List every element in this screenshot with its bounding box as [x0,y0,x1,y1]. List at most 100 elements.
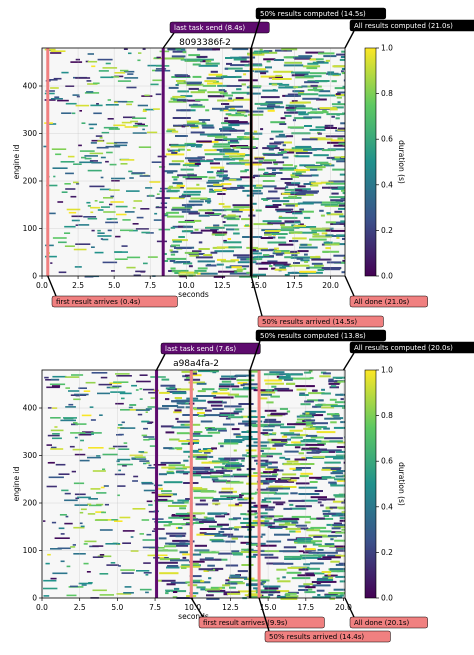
task-segment [212,479,219,481]
task-segment [313,456,328,458]
task-segment [172,392,186,394]
task-segment [278,237,286,239]
task-segment [303,583,313,585]
task-segment [171,400,191,402]
task-segment [142,129,145,131]
task-segment [219,203,225,205]
task-segment [101,512,106,514]
task-segment [301,192,318,194]
task-segment [147,422,152,424]
task-segment [192,435,213,437]
task-segment [272,169,276,171]
task-segment [279,123,286,125]
task-segment [169,464,186,466]
task-segment [157,521,172,523]
task-segment [252,52,261,54]
task-segment [277,580,290,582]
task-segment [254,256,263,258]
task-segment [161,490,172,492]
task-segment [217,264,224,266]
task-segment [224,458,245,460]
task-segment [288,126,304,128]
task-segment [99,414,103,416]
task-segment [306,166,326,168]
task-segment [223,474,230,476]
task-segment [105,504,109,506]
task-segment [208,577,211,579]
task-segment [52,522,56,524]
task-segment [112,386,121,388]
task-segment [50,52,61,54]
task-segment [84,543,88,545]
task-segment [285,115,292,117]
task-segment [263,429,274,431]
task-segment [156,207,167,209]
task-segment [233,204,253,206]
task-segment [117,464,133,466]
task-segment [340,517,345,519]
task-segment [123,592,134,594]
task-segment [291,176,299,178]
task-segment [177,90,189,92]
task-segment [303,545,307,547]
task-segment [285,95,301,97]
task-segment [284,558,301,560]
task-segment [78,145,82,147]
task-segment [83,216,96,218]
task-segment [116,375,131,377]
task-segment [313,390,317,392]
task-segment [330,399,337,401]
task-segment [61,72,68,74]
task-segment [324,418,341,420]
task-segment [181,169,194,171]
task-segment [281,440,287,442]
task-segment [75,437,78,439]
task-segment [336,114,340,116]
task-segment [90,153,104,155]
task-segment [176,535,183,537]
y-tick-label: 200 [23,499,38,508]
task-segment [293,378,311,380]
task-segment [260,128,263,130]
task-segment [172,176,179,178]
task-segment [133,125,148,127]
task-segment [205,109,209,111]
task-segment [333,255,345,257]
task-segment [237,379,255,381]
task-segment [97,140,103,142]
task-segment [309,552,319,554]
task-segment [109,204,112,206]
task-segment [183,460,188,462]
task-segment [342,68,345,70]
x-tick-label: 5.0 [108,281,120,290]
task-segment [325,244,340,246]
task-segment [264,380,282,382]
task-segment [268,594,273,596]
task-segment [301,403,311,405]
task-segment [273,71,293,73]
task-segment [206,594,214,596]
annotation-all-done: All done (20.1s) [345,598,428,628]
task-segment [144,95,149,97]
y-tick-label: 200 [23,177,38,186]
task-segment [207,91,224,93]
task-segment [51,447,57,449]
task-segment [143,428,148,430]
task-segment [149,438,156,440]
task-segment [282,576,286,578]
annotation-label: 50% results computed (13.8s) [260,332,366,340]
task-segment [174,409,181,411]
task-segment [234,529,239,531]
task-segment [173,182,183,184]
task-segment [312,450,322,452]
task-segment [183,51,187,53]
task-segment [143,110,147,112]
task-segment [175,135,188,137]
task-segment [293,57,310,59]
task-segment [214,143,230,145]
task-segment [118,470,121,472]
task-segment [336,234,345,236]
task-segment [228,100,233,102]
task-segment [128,53,132,55]
